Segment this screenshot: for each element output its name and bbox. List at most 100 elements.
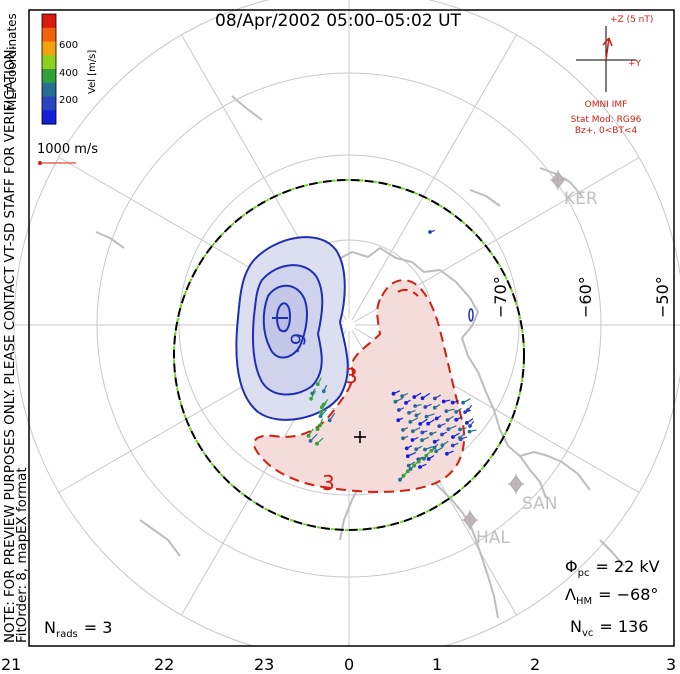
- station-markers: KER SAN HAL: [462, 170, 598, 548]
- velocity-vector-dot: [426, 457, 431, 461]
- velocity-vector-dot: [401, 428, 405, 432]
- station-hal-icon: [462, 510, 478, 530]
- velocity-vector-dot: [454, 410, 459, 414]
- stat-nvc: Nvc = 136: [570, 617, 648, 639]
- velocity-vector-dot: [315, 382, 320, 387]
- coordinates-label: MLT coordinates: [5, 13, 19, 110]
- velocity-vector-dot: [445, 451, 449, 456]
- velocity-vector-dot: [405, 469, 410, 474]
- stat-lambda: ΛHM = −68°: [565, 585, 658, 607]
- velocity-vector-dot: [404, 446, 409, 451]
- stat-nvc-symbol: N: [570, 617, 582, 636]
- colorbar-swatch: [42, 96, 56, 111]
- velocity-vector-dot: [432, 439, 437, 444]
- velocity-vector-dot: [429, 432, 433, 436]
- stat-nrads: Nrads = 3: [44, 618, 112, 640]
- colorbar-swatches: [41, 13, 57, 125]
- velocity-scale: 1000 m/s: [37, 142, 98, 165]
- velocity-vector-dot: [401, 473, 406, 478]
- velocity-vector-dot: [445, 418, 450, 422]
- velocity-vector-dot: [424, 453, 429, 458]
- velocity-vector-dot: [412, 463, 416, 468]
- velocity-vector-dot: [461, 400, 465, 405]
- velocity-vector-dot: [320, 405, 324, 410]
- velocity-vector-dot: [406, 463, 411, 468]
- mlt-label-2: 2: [530, 655, 540, 674]
- imf-model: Stat Mod: RG96: [571, 115, 642, 125]
- colorbar-swatch: [42, 55, 56, 70]
- fit-order-note: FitOrder: 8, mapEX format: [15, 467, 30, 643]
- stat-nrads-sub: rads: [56, 629, 78, 640]
- small-negative-contour: [468, 308, 474, 322]
- velocity-vector-dot: [405, 454, 410, 459]
- lat-label-60: −60°: [576, 276, 595, 318]
- velocity-vector-dot: [450, 400, 455, 405]
- mlt-meridian: [348, 34, 517, 326]
- imf-vector: [605, 37, 610, 61]
- mlt-label-3: 3: [666, 655, 676, 674]
- velocity-vector-dot: [424, 414, 429, 419]
- statistics: Φpc = 22 kV ΛHM = −68° Nvc = 136 Nrads = 3: [44, 557, 660, 640]
- imf-z-label: +Z (5 nT): [610, 15, 653, 25]
- station-ker-label: KER: [564, 189, 598, 209]
- hm-boundary-black: [173, 179, 525, 531]
- velocity-vector-dot: [463, 410, 467, 414]
- positive-cell-inner: [397, 288, 419, 297]
- velocity-vector-dot: [433, 396, 437, 401]
- velocity-vectors: [306, 229, 477, 482]
- velocity-vector-dot: [423, 405, 428, 409]
- velocity-vector-dot: [319, 410, 323, 415]
- velocity-vector-dot: [454, 417, 459, 422]
- velocity-vector-dot: [450, 443, 455, 448]
- velocity-vector-dot: [411, 429, 415, 434]
- velocity-vector-dot: [466, 408, 470, 412]
- velocity-vector-dot: [458, 436, 462, 440]
- stat-nrads-symbol: N: [44, 618, 56, 637]
- stat-phi-value: = 22 kV: [595, 557, 659, 576]
- colorbar-frame: [41, 13, 57, 125]
- velocity-vector-dot: [432, 405, 437, 410]
- stat-nrads-value: = 3: [84, 618, 113, 637]
- stat-lambda-symbol: Λ: [565, 585, 576, 604]
- velocity-vector-dot: [308, 439, 313, 443]
- stat-phi-sub: pc: [578, 568, 590, 579]
- stat-lambda-value: = −68°: [598, 585, 658, 604]
- velocity-vector-dot: [315, 427, 320, 431]
- stat-phi: Φpc = 22 kV: [565, 557, 660, 579]
- contour-label-negative: -9: [284, 331, 311, 355]
- velocity-vector-dot: [420, 438, 424, 443]
- velocity-vector-dot: [423, 447, 427, 452]
- imf-condition: Bz+, 0<BT<4: [575, 126, 638, 136]
- velocity-vector-dot: [437, 424, 442, 428]
- imf-clock: +Z (5 nT) +Y OMNI IMF Stat Mod: RG96 Bz+…: [571, 15, 654, 136]
- velocity-vector-dot: [407, 411, 411, 415]
- velocity-vector-dot: [393, 399, 398, 404]
- velocity-vector-dot: [414, 413, 419, 418]
- velocity-vector-dot: [429, 448, 434, 453]
- velocity-vector-dot: [408, 467, 413, 471]
- station-san: SAN: [508, 474, 557, 514]
- velocity-vector-dot: [398, 477, 402, 482]
- velocity-vector-dot: [465, 421, 469, 425]
- colorbar-swatch: [42, 27, 56, 43]
- preview-note: NOTE: FOR PREVIEW PURPOSES ONLY. PLEASE …: [3, 45, 18, 643]
- velocity-vector-dot: [309, 396, 313, 401]
- imf-vector-head-icon: [602, 37, 613, 47]
- colorbar-label: Vel [m/s]: [87, 50, 98, 94]
- colorbar-swatch: [42, 82, 56, 98]
- velocity-scale-label: 1000 m/s: [37, 142, 98, 157]
- velocity-vector-dot: [315, 441, 319, 446]
- velocity-vector-dot: [410, 438, 415, 442]
- negative-cell: [235, 236, 349, 421]
- station-san-label: SAN: [522, 494, 557, 514]
- velocity-vector-dot: [468, 424, 472, 428]
- velocity-vector-dot: [422, 456, 426, 461]
- lat-label-50: −50°: [653, 276, 672, 318]
- velocity-vector-dot: [440, 443, 445, 448]
- velocity-vector-dot: [327, 418, 332, 423]
- station-ker-icon: [550, 170, 566, 190]
- hm-boundary-green: [173, 179, 525, 531]
- colorbar-tick-600: 600: [59, 40, 78, 51]
- velocity-vector-dot: [458, 427, 462, 432]
- contour-label-positive-lower: 3: [322, 471, 335, 495]
